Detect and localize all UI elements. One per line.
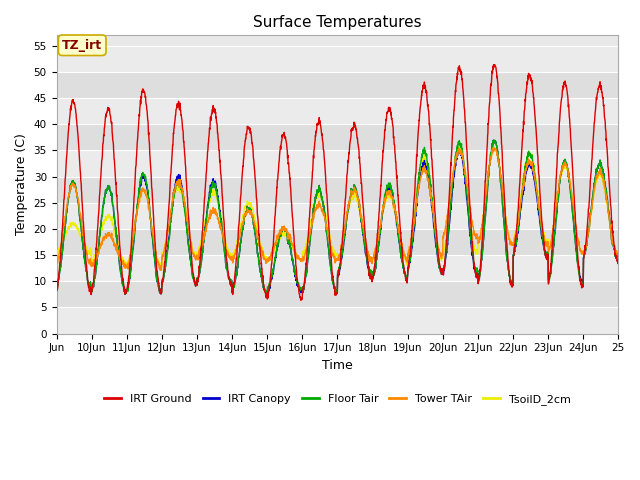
Bar <box>56 124 618 150</box>
Y-axis label: Temperature (C): Temperature (C) <box>15 133 28 235</box>
Bar <box>56 98 618 124</box>
Legend: IRT Ground, IRT Canopy, Floor Tair, Tower TAir, TsoilD_2cm: IRT Ground, IRT Canopy, Floor Tair, Towe… <box>100 390 575 409</box>
Bar <box>56 46 618 72</box>
Text: TZ_irt: TZ_irt <box>62 39 102 52</box>
Title: Surface Temperatures: Surface Temperatures <box>253 15 422 30</box>
Bar <box>56 229 618 255</box>
Bar <box>56 203 618 229</box>
Bar <box>56 255 618 281</box>
Bar <box>56 72 618 98</box>
Bar <box>56 150 618 177</box>
X-axis label: Time: Time <box>322 359 353 372</box>
Bar <box>56 177 618 203</box>
Bar <box>56 308 618 334</box>
Bar <box>56 281 618 308</box>
